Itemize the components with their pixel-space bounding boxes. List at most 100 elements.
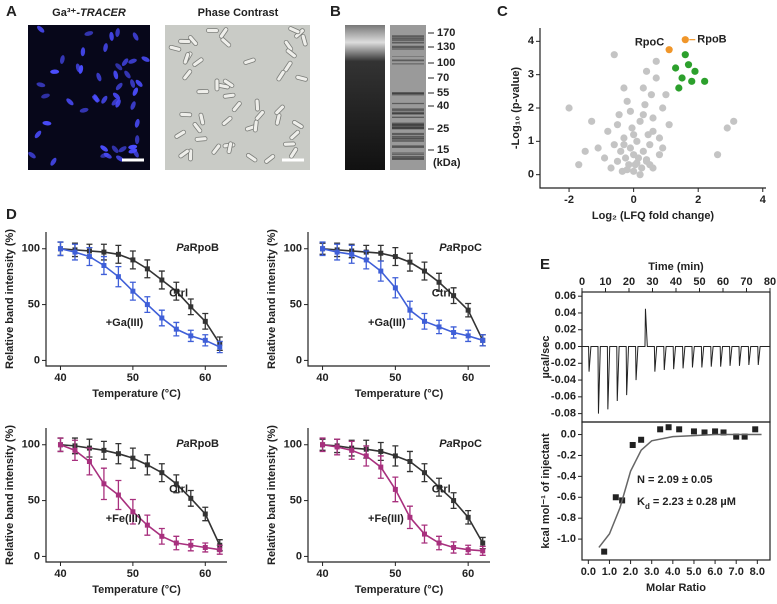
y-tick-label: 0 [34, 550, 40, 562]
y-tick-label: 0 [34, 354, 40, 366]
y-tick-label: -0.04 [551, 374, 577, 386]
data-point [421, 268, 427, 274]
data-point [217, 547, 223, 553]
cell [84, 31, 94, 36]
chart: E 0 10 20 30 40 50 60 70 80 0.06 0.04 0.02 0.00 -0.02 -… [540, 256, 776, 423]
label-part: Ga³⁺- [52, 7, 80, 19]
cell [243, 57, 256, 65]
data-point [451, 498, 457, 504]
x-tick-label: 60 [199, 372, 211, 384]
cell [283, 39, 294, 52]
cell [288, 26, 301, 35]
data-point [621, 154, 630, 162]
data-point [407, 514, 413, 520]
data-point [655, 134, 664, 142]
y-tick-label: 100 [284, 439, 302, 451]
data-point [607, 164, 615, 172]
y-tick-label: 3 [528, 69, 534, 81]
data-point [610, 51, 618, 59]
cell [118, 146, 127, 153]
data-point [334, 444, 340, 450]
cell [132, 32, 139, 41]
cell [222, 78, 235, 88]
cell [264, 154, 276, 164]
point-label: RpoB [697, 34, 726, 46]
data-point [657, 426, 664, 433]
data-point [629, 442, 636, 448]
x-axis-label: Temperature (°C) [355, 584, 444, 596]
data-point [617, 147, 625, 155]
annotation: Kd = 2.23 ± 0.28 µM [637, 496, 736, 511]
data-point [451, 293, 457, 299]
y-tick-label: -0.06 [551, 391, 576, 403]
y-axis-label: -Log₁₀ (p-value) [510, 67, 522, 150]
cell [196, 89, 210, 95]
data-point [173, 326, 179, 332]
y-tick-label: -0.6 [557, 491, 576, 503]
cell [115, 28, 120, 38]
data-point [144, 266, 150, 272]
fit-curve [60, 443, 221, 546]
data-point [633, 159, 641, 167]
gel-lane [345, 25, 385, 170]
title-part: RpoB [190, 438, 219, 450]
data-point [623, 166, 631, 174]
annotation-part: N = 2.09 ± 0.05 [637, 474, 712, 486]
cell [112, 92, 121, 100]
data-point [720, 429, 727, 436]
y-tick-label: 4 [528, 35, 535, 47]
data-point [480, 337, 486, 343]
cell [50, 69, 60, 74]
cell [103, 43, 108, 52]
y-tick-label: 100 [22, 243, 40, 255]
data-point [659, 144, 667, 152]
series-label: Ctrl [169, 288, 188, 300]
data-point [202, 544, 208, 550]
data-point [451, 544, 457, 550]
chart: D 40 50 60 0 50 100 Temperature (°C) Relative ba… [4, 206, 227, 400]
data-point [363, 257, 369, 263]
data-point [115, 492, 121, 498]
fit-curve [60, 247, 221, 345]
cell [36, 82, 46, 88]
marker-label: 130 [437, 41, 455, 53]
y-tick-label: 2 [528, 102, 534, 114]
data-point [144, 522, 150, 528]
title-part: Pa [176, 242, 189, 254]
cell [80, 47, 86, 57]
data-point [101, 481, 107, 487]
x-tick-label: 6.0 [707, 566, 722, 578]
cell [194, 136, 208, 142]
y-tick-label: 50 [28, 298, 40, 310]
data-point [101, 249, 107, 255]
data-point [659, 104, 667, 112]
panel-letter: D [6, 206, 17, 223]
data-point [626, 144, 635, 152]
data-point [159, 277, 165, 283]
x-tick-label: 0 [579, 276, 585, 288]
title-part: RpoC [453, 242, 482, 254]
cell [222, 92, 236, 99]
data-point [613, 157, 622, 165]
data-point [620, 141, 628, 149]
y-tick-label: 0.04 [555, 307, 577, 319]
cell [93, 94, 99, 103]
data-point [144, 462, 150, 468]
x-tick-label: 40 [316, 568, 328, 580]
data-point [647, 91, 655, 99]
data-point [665, 46, 673, 54]
cell [192, 122, 203, 134]
cell [252, 119, 259, 133]
y-tick-label: 50 [290, 298, 302, 310]
data-point [752, 426, 759, 433]
x-tick-label: 50 [693, 276, 705, 288]
fit-line [598, 433, 762, 548]
y-tick-label: 0.0 [561, 428, 576, 440]
data-point [159, 533, 165, 539]
data-point [612, 494, 619, 501]
cell [130, 101, 136, 110]
y-tick-label: 50 [28, 494, 40, 506]
data-point [630, 167, 638, 175]
x-tick-label: -2 [564, 194, 574, 206]
point-label: RpoC [635, 37, 664, 49]
